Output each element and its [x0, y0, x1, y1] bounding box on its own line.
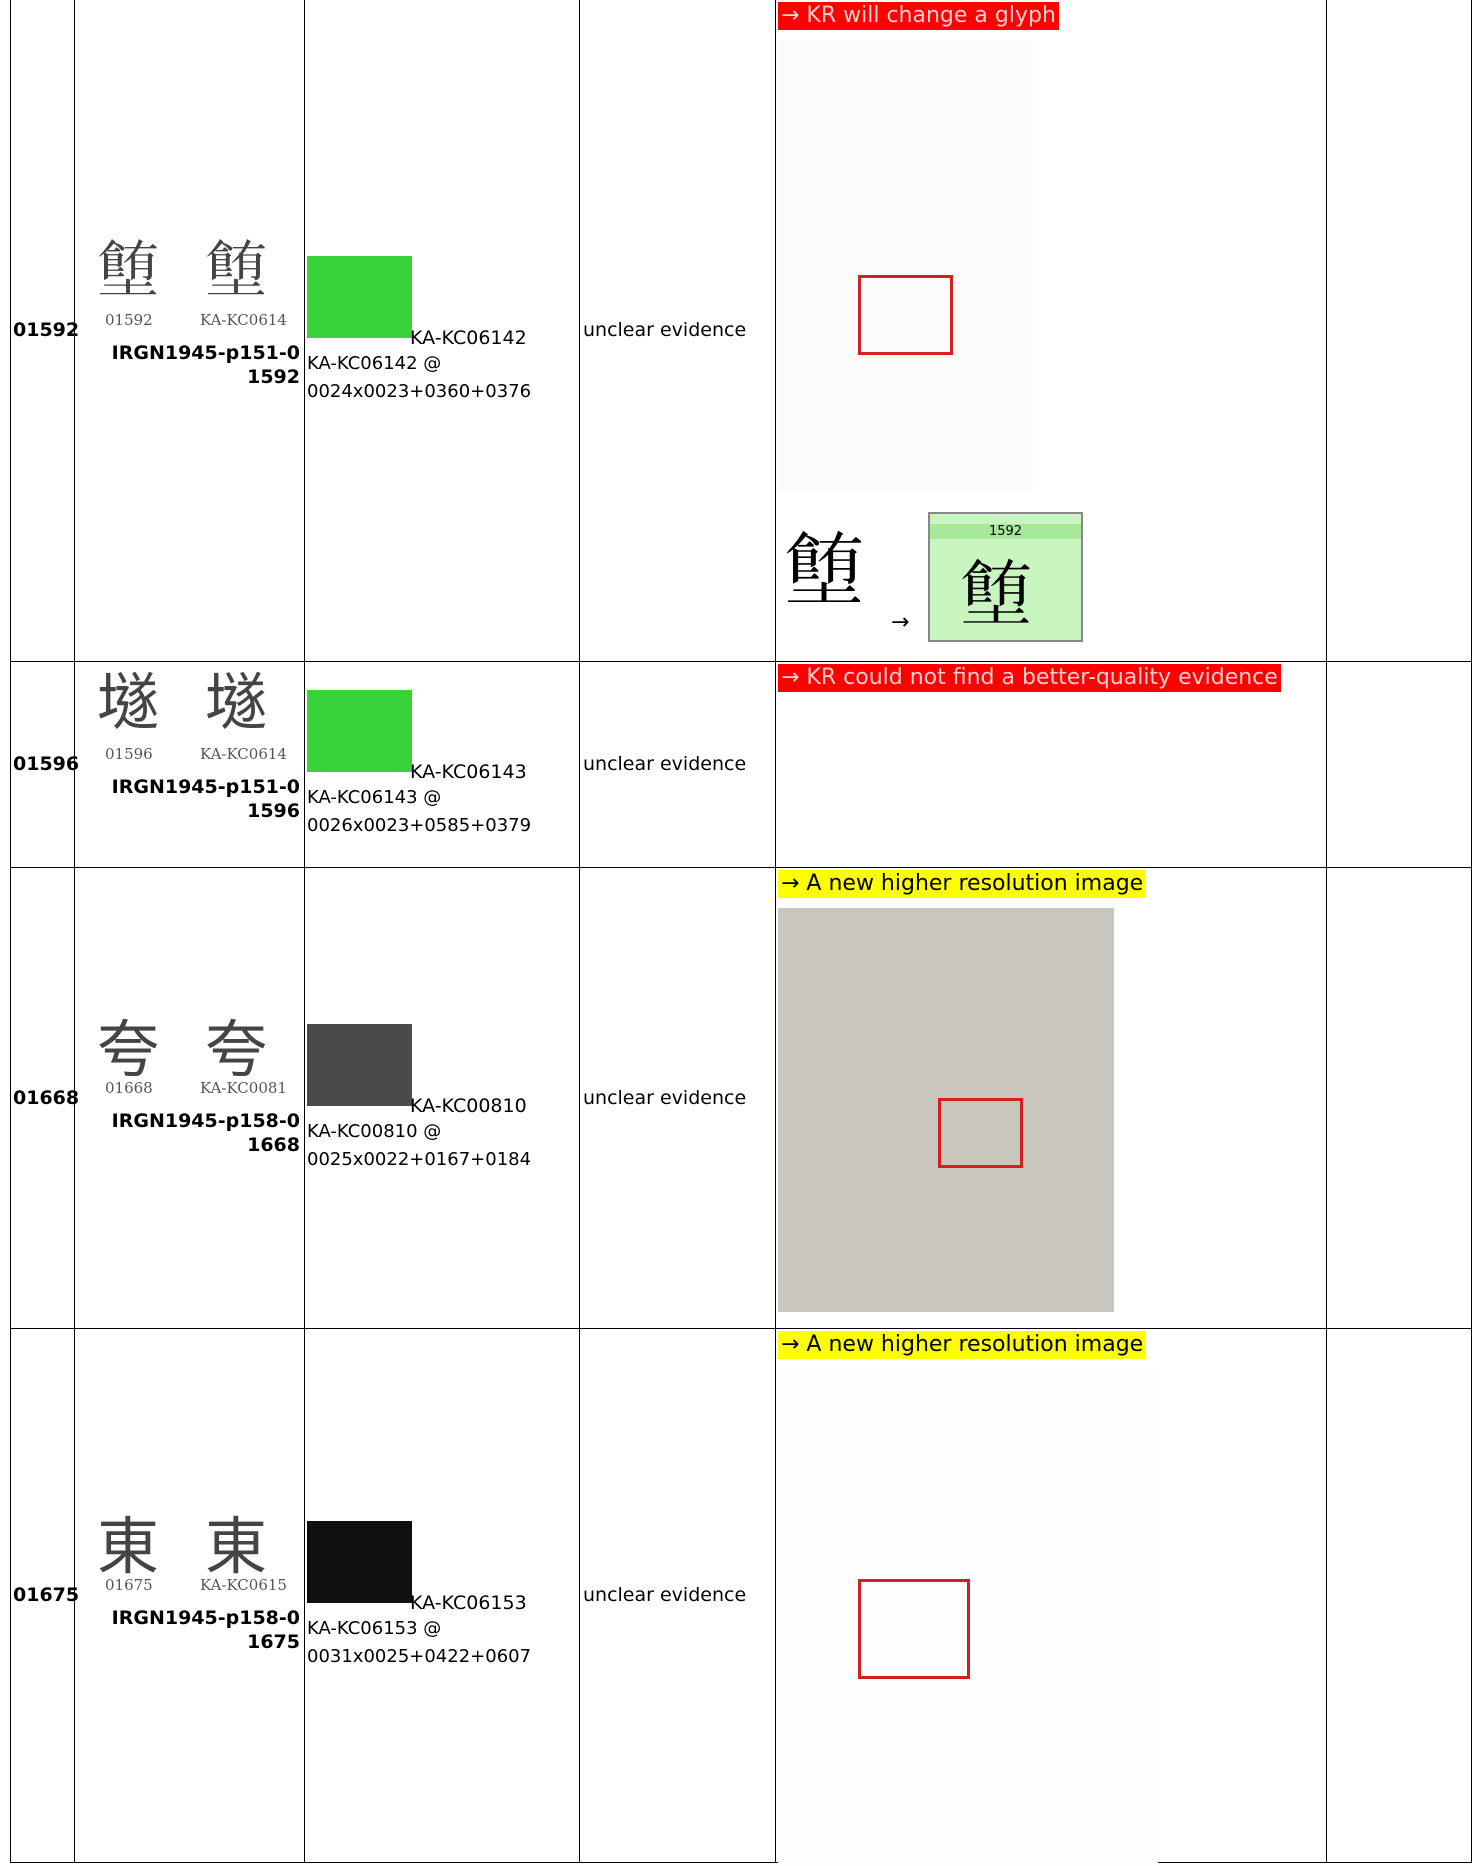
comment-label: → A new higher resolution image — [778, 1331, 1147, 1359]
source-thumbnail — [307, 1023, 412, 1106]
table-cell: unclear evidence — [580, 1329, 776, 1863]
table-cell: → A new higher resolution image — [776, 868, 1327, 1329]
table-cell: → KR will change a glyph 𡓉 → 1592 𡓉 — [776, 0, 1327, 662]
table-cell: 東東 01675 KA-KC0615 IRGN1945-p158-01675 — [75, 1329, 305, 1863]
table-cell: unclear evidence — [580, 662, 776, 868]
table-cell — [1327, 0, 1472, 662]
source-position: 0025x0022+0167+0184 — [307, 1148, 532, 1170]
source-reference-at: KA-KC06143 @ — [307, 787, 442, 808]
status: unclear evidence — [583, 319, 747, 341]
source-reference: KA-KC06142 — [410, 327, 527, 349]
irg-reference: IRGN1945-p158-01668 — [111, 1109, 300, 1156]
table-cell: KA-KC06153 KA-KC06153 @ 0031x0025+0422+060… — [305, 1329, 580, 1863]
source-position: 0026x0023+0585+0379 — [307, 815, 532, 836]
table-cell: unclear evidence — [580, 0, 776, 662]
source-thumbnail — [307, 1521, 412, 1603]
table-cell — [1327, 662, 1472, 868]
evidence-image — [778, 908, 1114, 1312]
source-code: KA-KC0614 — [200, 311, 287, 329]
source-reference-at: KA-KC00810 @ — [307, 1120, 442, 1142]
arrow: → — [891, 610, 910, 635]
row-id: 01675 — [13, 1584, 80, 1606]
source-thumbnail — [307, 256, 412, 338]
irg-reference: IRGN1945-p158-01675 — [111, 1607, 300, 1653]
highlight-box — [938, 1098, 1023, 1168]
irg-glyph: 𡑞 — [97, 666, 160, 739]
source-glyph: 東 — [205, 1510, 268, 1583]
source-position: 0031x0025+0422+0607 — [307, 1646, 532, 1667]
table-cell: KA-KC06143 KA-KC06143 @ 0026x0023+0585+037… — [305, 662, 580, 868]
status: unclear evidence — [583, 1086, 747, 1109]
comment-label: → KR could not find a better-quality evi… — [778, 664, 1281, 692]
evidence-image — [778, 40, 1033, 490]
source-code: KA-KC0081 — [200, 1078, 287, 1097]
table-cell: 𡓉 𡓉 01592 KA-KC0614 IRGN1945-p151-01592 — [75, 0, 305, 662]
irg-reference: IRGN1945-p151-01592 — [111, 342, 300, 388]
table-cell — [1327, 1329, 1472, 1863]
table-cell: 01596 — [11, 662, 79, 868]
irg-code: 01592 — [105, 311, 153, 329]
status: unclear evidence — [583, 753, 747, 775]
replacement-glyph: 𡓉 — [960, 553, 1033, 637]
row-id: 01592 — [13, 319, 80, 341]
row-id: 01668 — [13, 1086, 80, 1109]
replacement-label: 1592 — [930, 524, 1081, 539]
irg-code: 01596 — [105, 745, 153, 763]
irg-code: 01675 — [105, 1576, 153, 1594]
table-cell: unclear evidence — [580, 868, 776, 1329]
table-cell: 夸夸 01668 KA-KC0081 IRGN1945-p158-01668 — [75, 868, 305, 1329]
comment-label: → KR will change a glyph — [778, 2, 1059, 30]
irg-glyph: 夸 — [97, 1012, 160, 1086]
table-cell: 𡑞 𡑞 01596 KA-KC0614 IRGN1945-p151-01596 — [75, 662, 305, 868]
irg-glyph: 東 — [97, 1510, 160, 1583]
table-cell: 01592 — [11, 0, 79, 662]
source-glyph: 𡓉 — [205, 234, 268, 307]
source-reference-at: KA-KC06142 @ — [307, 353, 442, 374]
source-reference: KA-KC06153 — [410, 1592, 527, 1614]
highlight-box — [858, 1579, 970, 1679]
source-position: 0024x0023+0360+0376 — [307, 381, 532, 402]
table-cell — [1327, 868, 1472, 1329]
table: 01592 𡓉 𡓉 01592 KA-KC0614 IRGN1945-p151-01592… — [10, 0, 1472, 1866]
irg-code: 01668 — [105, 1078, 153, 1097]
replacement-glyph-box: 1592 𡓉 — [928, 512, 1083, 642]
row-id: 01596 — [13, 753, 80, 775]
source-glyph: 夸 — [205, 1012, 268, 1086]
table-cell: 01668 — [11, 868, 79, 1329]
comment-label: → A new higher resolution image — [778, 870, 1147, 898]
table-cell: 01675 — [11, 1329, 79, 1863]
table-cell: → KR could not find a better-quality evi… — [776, 662, 1327, 868]
status: unclear evidence — [583, 1584, 747, 1606]
evidence-image — [778, 1369, 1158, 1866]
highlight-box — [858, 275, 953, 355]
source-reference: KA-KC00810 — [410, 1094, 527, 1117]
irg-glyph: 𡓉 — [97, 234, 160, 307]
source-reference-at: KA-KC06153 @ — [307, 1618, 442, 1639]
source-thumbnail — [307, 690, 412, 772]
irg-reference: IRGN1945-p151-01596 — [111, 776, 300, 822]
table-cell: KA-KC00810 KA-KC00810 @ 0025x0022+0167+018… — [305, 868, 580, 1329]
source-reference: KA-KC06143 — [410, 761, 527, 783]
table-cell: KA-KC06142 KA-KC06142 @ 0024x0023+0360+037… — [305, 0, 580, 662]
new-glyph: 𡓉 — [784, 525, 864, 618]
table-cell: → A new higher resolution image — [776, 1329, 1327, 1866]
source-code: KA-KC0615 — [200, 1576, 287, 1594]
source-glyph: 𡑞 — [205, 666, 268, 739]
source-code: KA-KC0614 — [200, 745, 287, 763]
